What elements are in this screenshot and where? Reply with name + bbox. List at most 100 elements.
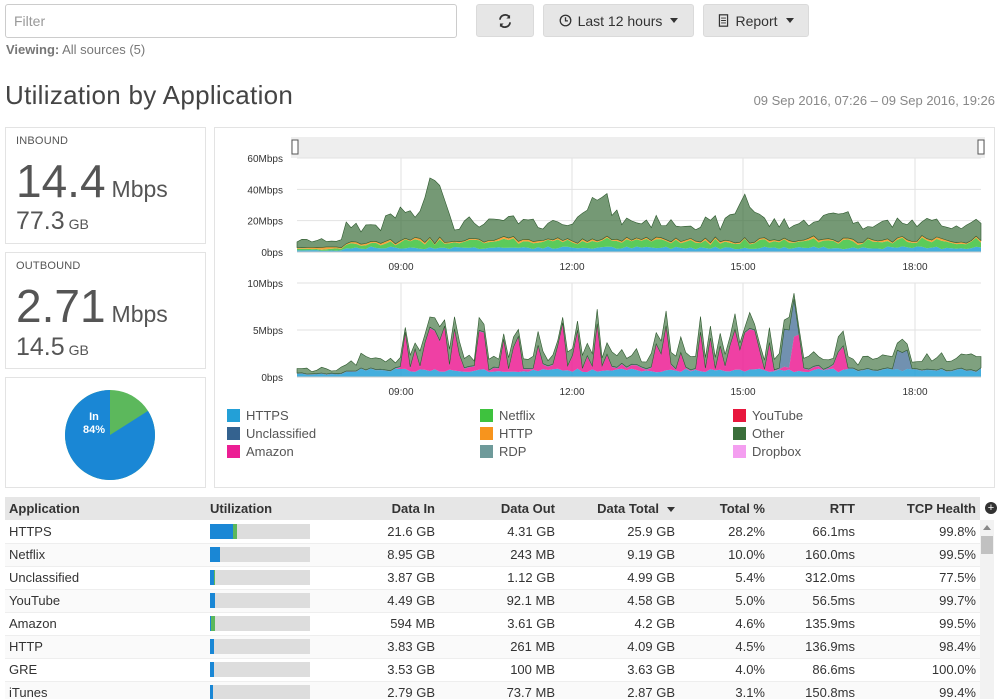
legend-item[interactable]: HTTPS (227, 408, 289, 423)
time-range-dropdown[interactable]: Last 12 hours (543, 4, 694, 37)
legend-label: YouTube (752, 408, 804, 423)
col-data-total[interactable]: Data Total (559, 497, 679, 520)
table-row[interactable]: iTunes 2.79 GB 73.7 MB 2.87 GB 3.1% 150.8ms 99… (5, 681, 980, 699)
table-row[interactable]: YouTube 4.49 GB 92.1 MB 4.58 GB 5.0% 56.5ms 99… (5, 589, 980, 613)
legend-label: Netflix (499, 408, 536, 423)
area-series-https[interactable] (297, 368, 981, 377)
legend-swatch (733, 445, 746, 458)
col-data-out[interactable]: Data Out (439, 497, 559, 520)
add-column-icon[interactable]: + (985, 502, 997, 514)
utilization-in-fill (210, 523, 233, 539)
outbound-volume-value: 14.5 (16, 333, 65, 361)
direction-pie-chart: In 84% (65, 390, 155, 480)
rtt: 312.0ms (769, 566, 859, 590)
outbound-panel: OUTBOUND 2.71 Mbps 14.5 GB (5, 252, 206, 369)
x-tick-label: 18:00 (902, 387, 927, 398)
table-row[interactable]: Unclassified 3.87 GB 1.12 GB 4.99 GB 5.4% 312… (5, 566, 980, 590)
utilization-bar-track (210, 616, 310, 631)
area-series-other[interactable] (296, 293, 982, 375)
utilization-bar (206, 658, 346, 682)
chevron-down-icon (670, 18, 679, 23)
rtt: 135.9ms (769, 612, 859, 636)
scroll-up-icon[interactable] (983, 525, 991, 530)
data-out: 3.61 GB (439, 612, 559, 636)
rtt: 86.6ms (769, 658, 859, 682)
y-tick-label: 10Mbps (247, 279, 283, 290)
filter-input[interactable] (5, 4, 457, 38)
table-row[interactable]: HTTPS 21.6 GB 4.31 GB 25.9 GB 28.2% 66.1ms 99.… (5, 520, 980, 544)
range-handle-left[interactable] (291, 139, 299, 155)
table-row[interactable]: Amazon 594 MB 3.61 GB 4.2 GB 4.6% 135.9ms 99.5… (5, 612, 980, 636)
data-in: 3.53 GB (346, 658, 439, 682)
range-selector[interactable] (291, 137, 985, 158)
legend-label: RDP (499, 444, 527, 459)
legend-item[interactable]: YouTube (733, 408, 803, 423)
utilization-bar (206, 635, 346, 659)
table-row[interactable]: GRE 3.53 GB 100 MB 3.63 GB 4.0% 86.6ms 100.0% (5, 658, 980, 682)
total-pct: 4.5% (679, 635, 769, 659)
report-dropdown[interactable]: Report (703, 4, 809, 37)
utilization-out-fill (214, 570, 215, 585)
table-row[interactable]: HTTP 3.83 GB 261 MB 4.09 GB 4.5% 136.9ms 98.4% (5, 635, 980, 659)
data-out: 92.1 MB (439, 589, 559, 613)
total-pct: 5.0% (679, 589, 769, 613)
tcp-health: 100.0% (859, 658, 980, 682)
data-in: 4.49 GB (346, 589, 439, 613)
legend-item[interactable]: Amazon (227, 444, 294, 459)
report-label: Report (735, 12, 778, 29)
legend-label: Other (752, 426, 785, 441)
app-name: iTunes (5, 681, 206, 699)
legend-item[interactable]: RDP (480, 444, 526, 459)
data-in: 3.87 GB (346, 566, 439, 590)
col-tcp-health[interactable]: TCP Health (859, 497, 980, 520)
data-total: 4.2 GB (559, 612, 679, 636)
data-out: 73.7 MB (439, 681, 559, 699)
legend-item[interactable]: Dropbox (733, 444, 801, 459)
table-header-row: Application Utilization Data In Data Out… (5, 497, 980, 520)
table-row[interactable]: Netflix 8.95 GB 243 MB 9.19 GB 10.0% 160.0ms 9… (5, 543, 980, 567)
tcp-health: 99.7% (859, 589, 980, 613)
area-series-amazon[interactable] (297, 323, 981, 375)
y-tick-label: 40Mbps (247, 185, 283, 196)
col-utilization[interactable]: Utilization (206, 497, 346, 520)
col-rtt[interactable]: RTT (769, 497, 859, 520)
utilization-in-fill (210, 593, 215, 608)
refresh-icon (499, 13, 511, 28)
legend-item[interactable]: Other (733, 426, 785, 441)
pie-slice-in[interactable] (65, 390, 155, 480)
utilization-in-fill (210, 662, 214, 677)
utilization-bar-track (210, 523, 310, 539)
app-name: Netflix (5, 543, 206, 567)
data-in: 594 MB (346, 612, 439, 636)
clock-icon (559, 14, 572, 27)
inbound-rate-unit: Mbps (111, 176, 168, 202)
document-icon (719, 14, 729, 27)
refresh-button[interactable] (476, 4, 534, 37)
total-pct: 4.0% (679, 658, 769, 682)
tcp-health: 99.5% (859, 543, 980, 567)
y-tick-label: 20Mbps (247, 217, 283, 228)
area-series-netflix[interactable] (297, 237, 981, 251)
area-series-http[interactable] (297, 235, 981, 250)
col-data-in[interactable]: Data In (346, 497, 439, 520)
data-total: 4.58 GB (559, 589, 679, 613)
legend-item[interactable]: Unclassified (227, 426, 316, 441)
legend-label: Unclassified (246, 426, 317, 441)
date-range: 09 Sep 2016, 07:26 – 09 Sep 2016, 19:26 (753, 93, 995, 108)
range-handle-right[interactable] (977, 139, 985, 155)
data-out: 243 MB (439, 543, 559, 567)
legend-item[interactable]: Netflix (480, 408, 535, 423)
scroll-thumb[interactable] (981, 536, 993, 554)
utilization-bar-track (210, 593, 310, 608)
legend-item[interactable]: HTTP (480, 426, 533, 441)
y-tick-label: 60Mbps (247, 154, 283, 165)
table-scrollbar[interactable] (980, 520, 994, 699)
utilization-bar-track (210, 570, 310, 585)
time-range-label: Last 12 hours (577, 12, 663, 29)
col-total-pct[interactable]: Total % (679, 497, 769, 520)
data-in: 8.95 GB (346, 543, 439, 567)
col-application[interactable]: Application (5, 497, 206, 520)
data-out: 1.12 GB (439, 566, 559, 590)
area-series-other[interactable] (296, 177, 982, 249)
area-series-https[interactable] (297, 246, 981, 252)
